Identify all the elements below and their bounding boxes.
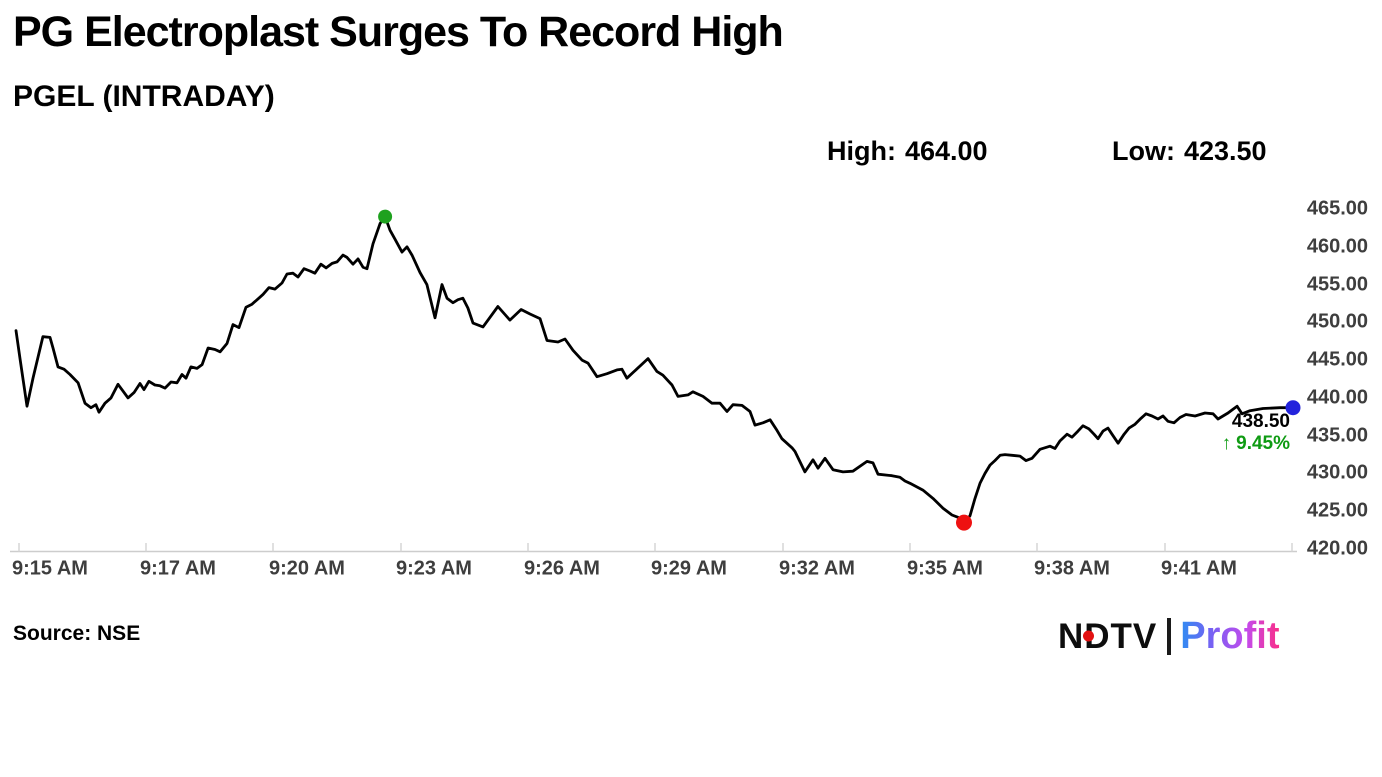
high-label: High:	[827, 136, 896, 166]
high-stat: High: 464.00	[827, 136, 988, 167]
profit-wordmark: Profit	[1180, 615, 1280, 657]
headline: PG Electroplast Surges To Record High	[13, 8, 784, 56]
ticker-label: PGEL (INTRADAY)	[13, 80, 275, 113]
low-value: 423.50	[1183, 136, 1267, 166]
source-attribution: Source: NSE	[13, 622, 141, 645]
price-line	[14, 215, 1295, 524]
last-price: 438.50	[1231, 411, 1290, 432]
ndtv-red-dot-icon	[1083, 630, 1094, 642]
ndtv-text: NDTV	[1058, 616, 1158, 656]
ndtv-wordmark: NDTV	[1058, 619, 1157, 654]
low-marker-dot	[956, 514, 972, 531]
low-stat: Low: 423.50	[1112, 136, 1267, 167]
change-percent: 9.45%	[1236, 433, 1290, 455]
last-price-annotation: 438.50 ↑ 9.45%	[1222, 411, 1290, 456]
high-marker-dot	[378, 209, 393, 224]
low-label: Low:	[1112, 136, 1175, 166]
up-arrow-icon: ↑	[1221, 433, 1232, 455]
ndtv-profit-logo: NDTV Profit	[1058, 612, 1280, 660]
logo-divider	[1167, 617, 1172, 655]
last-price-dot	[1285, 400, 1301, 416]
high-value: 464.00	[904, 136, 988, 166]
price-change: ↑ 9.45%	[1222, 433, 1290, 455]
